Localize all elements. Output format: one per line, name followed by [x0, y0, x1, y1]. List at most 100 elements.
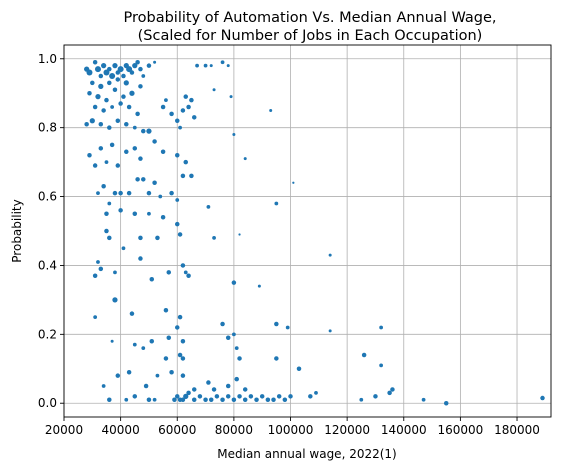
data-point — [160, 104, 166, 110]
data-point — [203, 63, 208, 68]
data-point — [220, 397, 225, 403]
data-point — [138, 66, 143, 72]
data-point — [92, 163, 98, 168]
data-point — [160, 214, 166, 220]
data-point — [180, 338, 186, 344]
data-point — [387, 390, 392, 396]
data-point — [112, 190, 118, 196]
y-tick-label: 0.0 — [38, 396, 57, 410]
data-point — [92, 273, 98, 279]
data-point — [178, 125, 182, 130]
data-point — [211, 387, 217, 392]
data-point — [166, 335, 172, 341]
x-axis-label: Median annual wage, 2022(1) — [217, 447, 396, 461]
data-point — [443, 400, 449, 406]
data-point — [107, 125, 112, 130]
data-point — [242, 397, 248, 403]
data-point — [101, 63, 107, 69]
data-point — [152, 397, 157, 402]
x-tick-label: 140000 — [381, 423, 427, 437]
y-axis-label: Probability — [10, 199, 24, 262]
data-point — [93, 315, 98, 319]
chart-title-line-1: Probability of Automation Vs. Median Ann… — [124, 10, 497, 26]
x-tick-label: 80000 — [215, 423, 253, 437]
data-point — [183, 94, 188, 99]
data-point — [95, 94, 101, 100]
data-point — [98, 146, 104, 151]
data-point — [121, 246, 126, 251]
data-point — [226, 64, 230, 68]
data-point — [138, 156, 143, 161]
data-point — [282, 397, 288, 403]
data-point — [292, 181, 295, 184]
data-point — [231, 397, 237, 403]
data-point — [206, 380, 211, 385]
y-tick-label: 1.0 — [38, 52, 57, 66]
data-point — [314, 391, 318, 395]
data-point — [153, 60, 157, 64]
data-point — [169, 369, 174, 375]
data-point — [149, 338, 155, 344]
data-point — [124, 149, 129, 155]
data-point — [129, 70, 135, 75]
data-point — [107, 201, 112, 206]
data-point — [115, 77, 121, 82]
data-point — [104, 211, 109, 217]
data-point — [242, 387, 248, 392]
data-point — [84, 121, 89, 127]
data-point — [180, 373, 186, 378]
data-point — [191, 397, 197, 403]
data-point — [132, 394, 138, 399]
data-point — [225, 335, 231, 341]
data-point — [172, 397, 177, 403]
data-point — [126, 104, 132, 110]
data-point — [146, 190, 152, 196]
x-tick-label: 20000 — [45, 423, 83, 437]
data-point — [191, 387, 197, 392]
x-tick-label: 120000 — [324, 423, 370, 437]
data-point — [175, 152, 180, 158]
data-point — [132, 342, 137, 347]
data-point — [109, 73, 116, 79]
data-point — [175, 394, 180, 399]
data-point — [109, 142, 115, 148]
data-point — [132, 211, 138, 217]
data-point — [257, 284, 261, 288]
data-point — [209, 64, 213, 68]
data-point — [135, 111, 140, 117]
data-point — [166, 270, 172, 275]
data-point — [147, 211, 151, 216]
data-point — [115, 118, 121, 124]
data-point — [92, 59, 98, 65]
data-point — [152, 139, 157, 144]
data-point — [183, 393, 189, 399]
data-point — [183, 159, 188, 165]
data-point — [231, 280, 237, 285]
data-point — [254, 397, 259, 403]
axis-ticks: 20000 40000 60000 80000 100000 120000 140000 16… — [38, 52, 540, 437]
data-point — [163, 307, 169, 313]
x-tick-label: 100000 — [268, 423, 314, 437]
data-point — [90, 80, 95, 86]
data-point — [149, 276, 155, 282]
data-point — [124, 121, 129, 127]
data-point — [379, 363, 383, 368]
data-point — [175, 221, 180, 227]
data-point — [87, 90, 92, 96]
data-point — [186, 273, 191, 279]
data-point — [126, 66, 133, 73]
data-point — [124, 397, 129, 402]
data-point — [237, 356, 242, 361]
data-point — [98, 83, 104, 89]
data-point — [421, 397, 426, 402]
data-point — [152, 180, 157, 186]
data-point — [175, 198, 180, 202]
data-point — [191, 115, 197, 120]
data-point — [212, 236, 216, 240]
data-point — [89, 118, 95, 124]
data-point — [206, 205, 211, 209]
data-point — [141, 177, 146, 182]
data-point — [177, 352, 183, 358]
data-point — [103, 69, 110, 76]
y-tick-label: 0.4 — [38, 258, 57, 272]
